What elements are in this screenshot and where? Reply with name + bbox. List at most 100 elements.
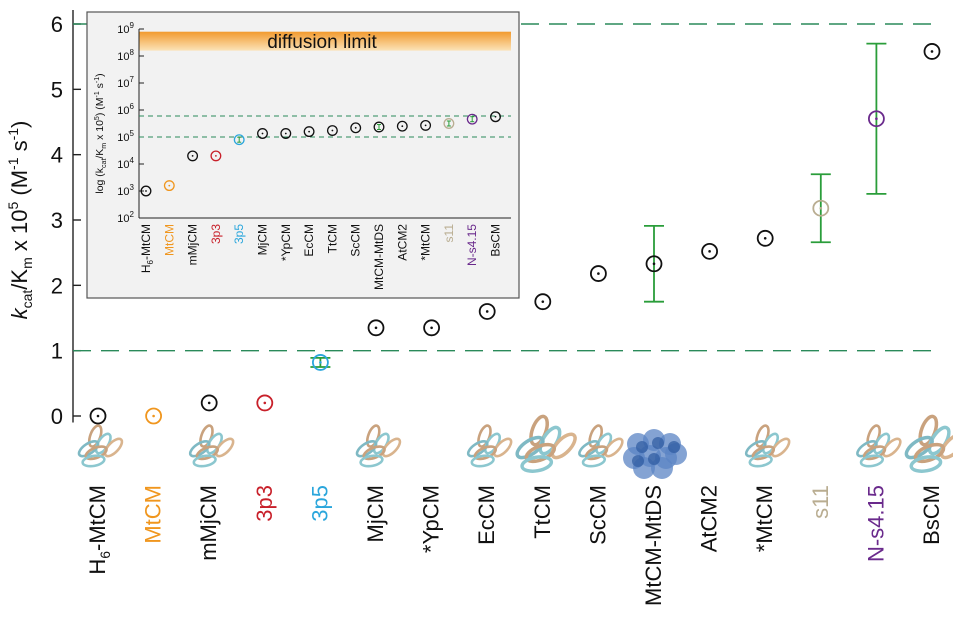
- inset-data-point: [443, 118, 455, 129]
- inset-x-category-label: *YpCM: [279, 224, 293, 261]
- protein-structure-image: [623, 429, 687, 479]
- inset-data-point: [280, 128, 292, 139]
- x-category-label: MjCM: [363, 485, 388, 542]
- main-y-axis-label-part: s: [7, 140, 32, 157]
- inset-data-point: [350, 122, 362, 134]
- inset-x-category-label: ScCM: [349, 224, 363, 257]
- structure-helix: [77, 440, 100, 458]
- structure-helix: [909, 455, 943, 473]
- inset-y-tick-label-exp: 6: [130, 102, 135, 111]
- main-y-tick-label: 0: [51, 404, 63, 429]
- inset-x-category-label-part: 6: [146, 259, 155, 264]
- main-y-tick-label: 1: [51, 339, 63, 364]
- inset-data-point-center: [191, 155, 194, 157]
- inset-y-axis-label-part: -1: [94, 77, 101, 83]
- data-point-center: [819, 206, 823, 210]
- data-point: [145, 407, 163, 425]
- protein-structure-image: [578, 424, 624, 468]
- main-y-axis-label-part: k: [7, 307, 32, 319]
- inset-y-tick-label-base: 10: [117, 132, 129, 144]
- main-y-axis-label-part: /K: [7, 269, 32, 290]
- data-point-center: [430, 326, 433, 330]
- inset-y-tick-label-base: 10: [117, 78, 129, 90]
- inset-x-category-label: *MtCM: [419, 224, 433, 261]
- inset-data-point-center: [215, 155, 217, 157]
- inset-y-tick-label: 105: [117, 129, 134, 144]
- inset-y-tick-label: 106: [117, 102, 134, 117]
- data-point: [868, 110, 885, 128]
- inset-y-tick-label-base: 10: [117, 213, 129, 225]
- data-point: [89, 407, 107, 425]
- structure-surface-blob: [652, 437, 664, 449]
- structure-helix: [470, 454, 495, 468]
- inset-y-tick-label-base: 10: [117, 24, 129, 36]
- inset-x-category-label-part: -MtCM: [139, 224, 153, 260]
- x-category-label-part: H: [85, 559, 110, 575]
- inset-x-category-label: MtCM: [162, 224, 176, 256]
- x-category-label: MtCM: [141, 485, 166, 544]
- protein-structure-image: [744, 424, 791, 468]
- structure-helix: [103, 437, 124, 458]
- inset-data-point-center: [168, 184, 171, 187]
- data-point-center: [263, 401, 267, 405]
- protein-structure-image: [355, 424, 402, 468]
- x-category-label-part: -MtCM: [85, 485, 110, 551]
- x-category-label: *YpCM: [419, 485, 444, 553]
- data-point-center: [652, 262, 656, 266]
- inset-x-category-label-part: H: [139, 264, 153, 273]
- protein-structure-image: [188, 424, 235, 468]
- inset-data-point: [233, 134, 245, 146]
- x-category-label-part: 6: [97, 551, 113, 559]
- structure-helix: [515, 435, 545, 460]
- structure-helix: [882, 437, 902, 458]
- data-point: [367, 319, 385, 337]
- inset-x-category-label: H6-MtCM: [139, 224, 155, 273]
- data-point: [256, 394, 274, 412]
- inset-x-category-label: 3p3: [209, 224, 223, 244]
- data-point-center: [541, 300, 545, 303]
- inset-y-axis-label-part: log (k: [94, 167, 106, 193]
- inset-x-category-label: s11: [442, 224, 456, 243]
- x-category-label: N-s4.15: [863, 485, 888, 562]
- main-y-axis-label-part: -1: [5, 128, 21, 141]
- inset-data-point: [326, 125, 338, 136]
- structure-helix: [550, 432, 577, 460]
- data-point-center: [930, 50, 934, 53]
- structure-helix: [578, 440, 600, 458]
- main-y-axis-label-part: -1: [5, 157, 21, 170]
- x-category-label: ScCM: [585, 485, 610, 545]
- inset-x-category-label: AtCM2: [395, 224, 409, 261]
- inset-x-category-label: MjCM: [256, 224, 270, 255]
- x-category-label: EcCM: [474, 485, 499, 545]
- x-category-label: 3p3: [252, 485, 277, 522]
- data-point: [534, 293, 552, 311]
- inset-x-category-label: 3p5: [232, 224, 246, 244]
- structure-surface-blob: [636, 441, 648, 453]
- inset-y-axis-label-part: x 10: [94, 120, 106, 143]
- inset-data-point: [466, 113, 478, 125]
- structure-helix: [359, 454, 384, 468]
- structure-helix: [520, 455, 554, 473]
- inset-data-point-center: [424, 124, 427, 127]
- inset-y-tick-label-exp: 5: [130, 129, 135, 138]
- diffusion-limit-label: diffusion limit: [267, 32, 377, 53]
- data-point-center: [597, 272, 600, 275]
- structure-helix: [381, 437, 402, 458]
- inset-data-point: [373, 121, 385, 133]
- inset-x-category-label: EcCM: [302, 224, 316, 257]
- inset-data-point: [420, 119, 432, 131]
- inset-data-point: [396, 120, 408, 132]
- data-point: [812, 199, 830, 217]
- inset-data-point: [303, 126, 315, 138]
- data-point: [200, 394, 218, 412]
- inset-data-point-center: [494, 115, 497, 118]
- data-point: [478, 303, 496, 320]
- inset-data-point-center: [308, 130, 310, 133]
- inset-data-point: [163, 180, 175, 192]
- main-y-axis-label-part: (M: [7, 170, 32, 202]
- inset-y-tick-label-exp: 4: [130, 156, 135, 165]
- main-y-axis-label-part: cat: [19, 290, 35, 309]
- data-point: [756, 229, 774, 247]
- protein-structure-image: [904, 414, 953, 473]
